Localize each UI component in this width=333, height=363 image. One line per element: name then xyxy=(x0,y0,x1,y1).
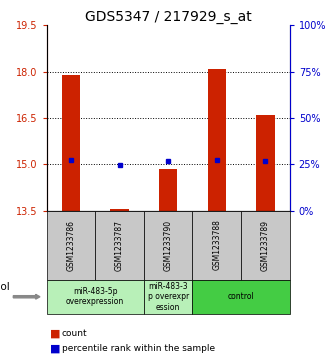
Text: GSM1233790: GSM1233790 xyxy=(164,220,173,270)
Text: GSM1233787: GSM1233787 xyxy=(115,220,124,270)
Bar xyxy=(159,169,177,211)
Text: miR-483-3
p overexpr
ession: miR-483-3 p overexpr ession xyxy=(148,282,189,312)
Bar xyxy=(207,69,226,211)
Text: ■: ■ xyxy=(50,329,61,339)
Text: GSM1233789: GSM1233789 xyxy=(261,220,270,270)
Bar xyxy=(110,209,129,211)
Bar xyxy=(256,115,275,211)
Bar xyxy=(62,75,80,211)
Text: miR-483-5p
overexpression: miR-483-5p overexpression xyxy=(66,287,124,306)
Text: protocol: protocol xyxy=(0,282,10,293)
Text: GSM1233786: GSM1233786 xyxy=(66,220,76,270)
Text: control: control xyxy=(228,292,254,301)
Title: GDS5347 / 217929_s_at: GDS5347 / 217929_s_at xyxy=(85,11,251,24)
Text: ■: ■ xyxy=(50,343,61,354)
Text: GSM1233788: GSM1233788 xyxy=(212,220,221,270)
Text: percentile rank within the sample: percentile rank within the sample xyxy=(62,344,215,353)
Text: count: count xyxy=(62,330,87,338)
